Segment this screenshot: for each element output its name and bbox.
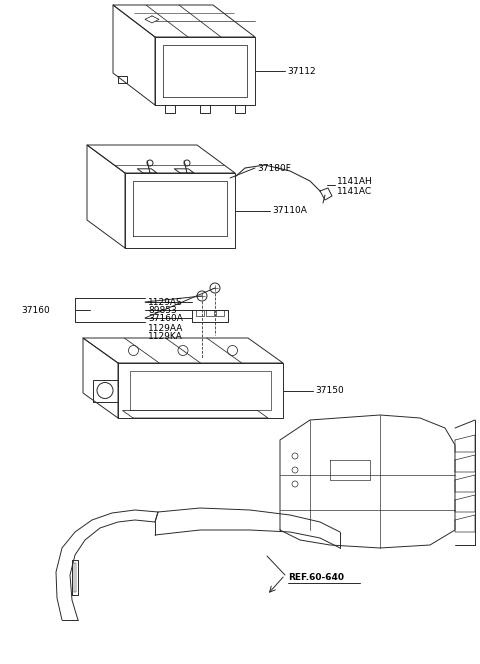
- Text: 1129AA: 1129AA: [148, 323, 183, 333]
- Text: 1141AH
1141AC: 1141AH 1141AC: [337, 177, 373, 197]
- Text: 37150: 37150: [315, 386, 344, 395]
- Text: 1129KA: 1129KA: [148, 331, 183, 341]
- Text: 1129AS: 1129AS: [148, 297, 183, 307]
- Text: 89853: 89853: [148, 305, 177, 315]
- Text: 37180F: 37180F: [257, 163, 291, 173]
- Text: 37160: 37160: [21, 305, 50, 315]
- Text: 37160A: 37160A: [148, 313, 183, 323]
- Text: REF.60-640: REF.60-640: [288, 574, 344, 582]
- Text: 37110A: 37110A: [272, 206, 307, 215]
- Text: 37112: 37112: [287, 66, 316, 76]
